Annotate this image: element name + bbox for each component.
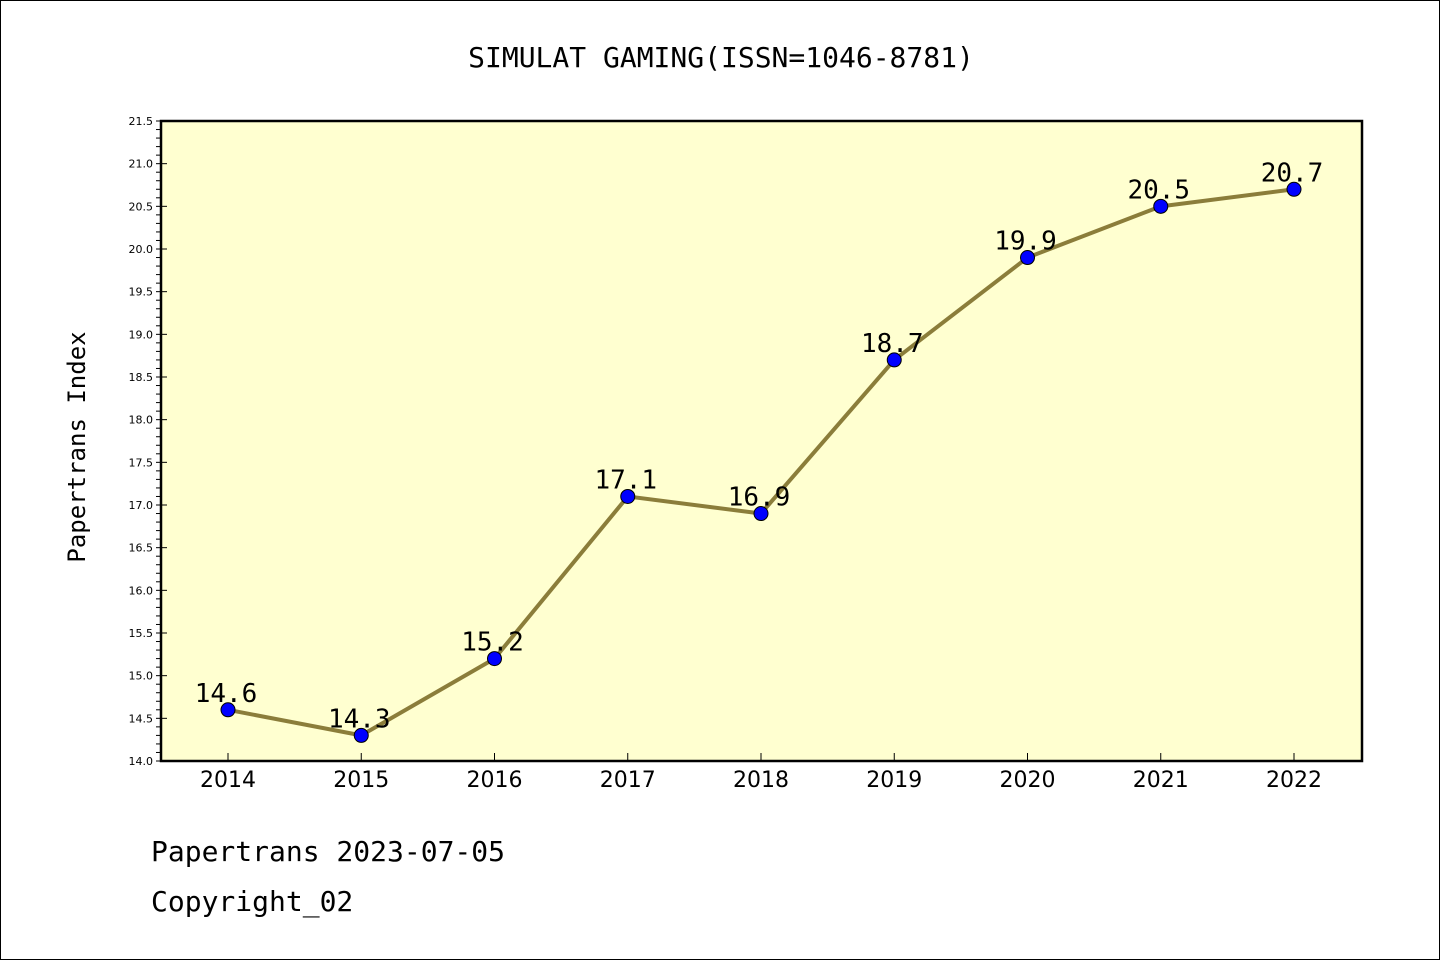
- x-tick-label: 2017: [600, 768, 656, 793]
- y-tick-label: 21.5: [129, 115, 154, 128]
- data-point-marker: [487, 651, 502, 667]
- data-label: 15.2: [461, 628, 524, 658]
- x-tick-label: 2015: [333, 768, 389, 793]
- data-point-marker: [1153, 198, 1169, 214]
- x-tick-label: 2019: [866, 768, 922, 793]
- y-tick-label: 15.5: [129, 627, 154, 640]
- x-axis-ticks: 2014 2015 2016 2017 2018 2019 2020 2021 2022: [200, 753, 1322, 793]
- plot-frame: [159, 119, 1364, 763]
- y-tick-label: 18.0: [129, 414, 154, 427]
- data-label: 14.3: [328, 704, 391, 734]
- data-point-marker: [886, 352, 902, 368]
- y-tick-label: 17.0: [129, 499, 154, 512]
- y-tick-label: 21.0: [129, 158, 154, 171]
- y-tick-label: 14.0: [129, 755, 154, 768]
- data-label: 14.6: [195, 679, 258, 709]
- y-tick-label: 16.5: [129, 542, 154, 555]
- y-tick-label: 16.0: [129, 584, 154, 597]
- data-label: 20.5: [1127, 175, 1190, 205]
- y-axis-label: Papertrans Index: [63, 331, 91, 562]
- data-label: 20.7: [1261, 158, 1324, 188]
- data-label: 18.7: [861, 329, 924, 359]
- y-tick-label: 14.5: [129, 712, 154, 725]
- data-point-marker: [353, 727, 369, 743]
- plot-area: [161, 121, 1362, 761]
- footer-copyright-text: Copyright_02: [151, 885, 354, 918]
- y-tick-label: 20.0: [129, 243, 154, 256]
- y-tick-label: 15.0: [129, 670, 154, 683]
- x-tick-label: 2022: [1266, 768, 1322, 793]
- y-tick-label: 20.5: [129, 200, 154, 213]
- data-point-marker: [620, 488, 636, 504]
- data-label: 19.9: [994, 227, 1057, 257]
- series-group: 14.6 14.3 15.2 17.1 16.9 18.7 19.9 20.5 20.7: [195, 158, 1324, 743]
- y-tick-label: 19.5: [129, 286, 154, 299]
- data-point-marker: [1020, 250, 1035, 266]
- y-tick-label: 17.5: [129, 456, 154, 469]
- x-tick-label: 2014: [200, 768, 256, 793]
- x-tick-label: 2016: [467, 768, 523, 793]
- chart-title: SIMULAT GAMING(ISSN=1046-8781): [468, 41, 974, 74]
- data-point-marker: [220, 702, 236, 718]
- y-axis-ticks: 14.0 14.5 15.0 15.5 16.0 16.5 17.0 17.5 18.0 18.5…: [129, 115, 167, 768]
- data-point-marker: [753, 506, 769, 522]
- data-label: 17.1: [594, 465, 657, 495]
- y-tick-label: 18.5: [129, 371, 154, 384]
- x-tick-label: 2020: [1000, 768, 1056, 793]
- x-tick-label: 2018: [733, 768, 789, 793]
- data-label: 16.9: [728, 483, 791, 513]
- y-tick-label: 19.0: [129, 328, 154, 341]
- data-point-marker: [1286, 181, 1302, 197]
- x-tick-label: 2021: [1133, 768, 1189, 793]
- footer-date-text: Papertrans 2023-07-05: [151, 835, 506, 868]
